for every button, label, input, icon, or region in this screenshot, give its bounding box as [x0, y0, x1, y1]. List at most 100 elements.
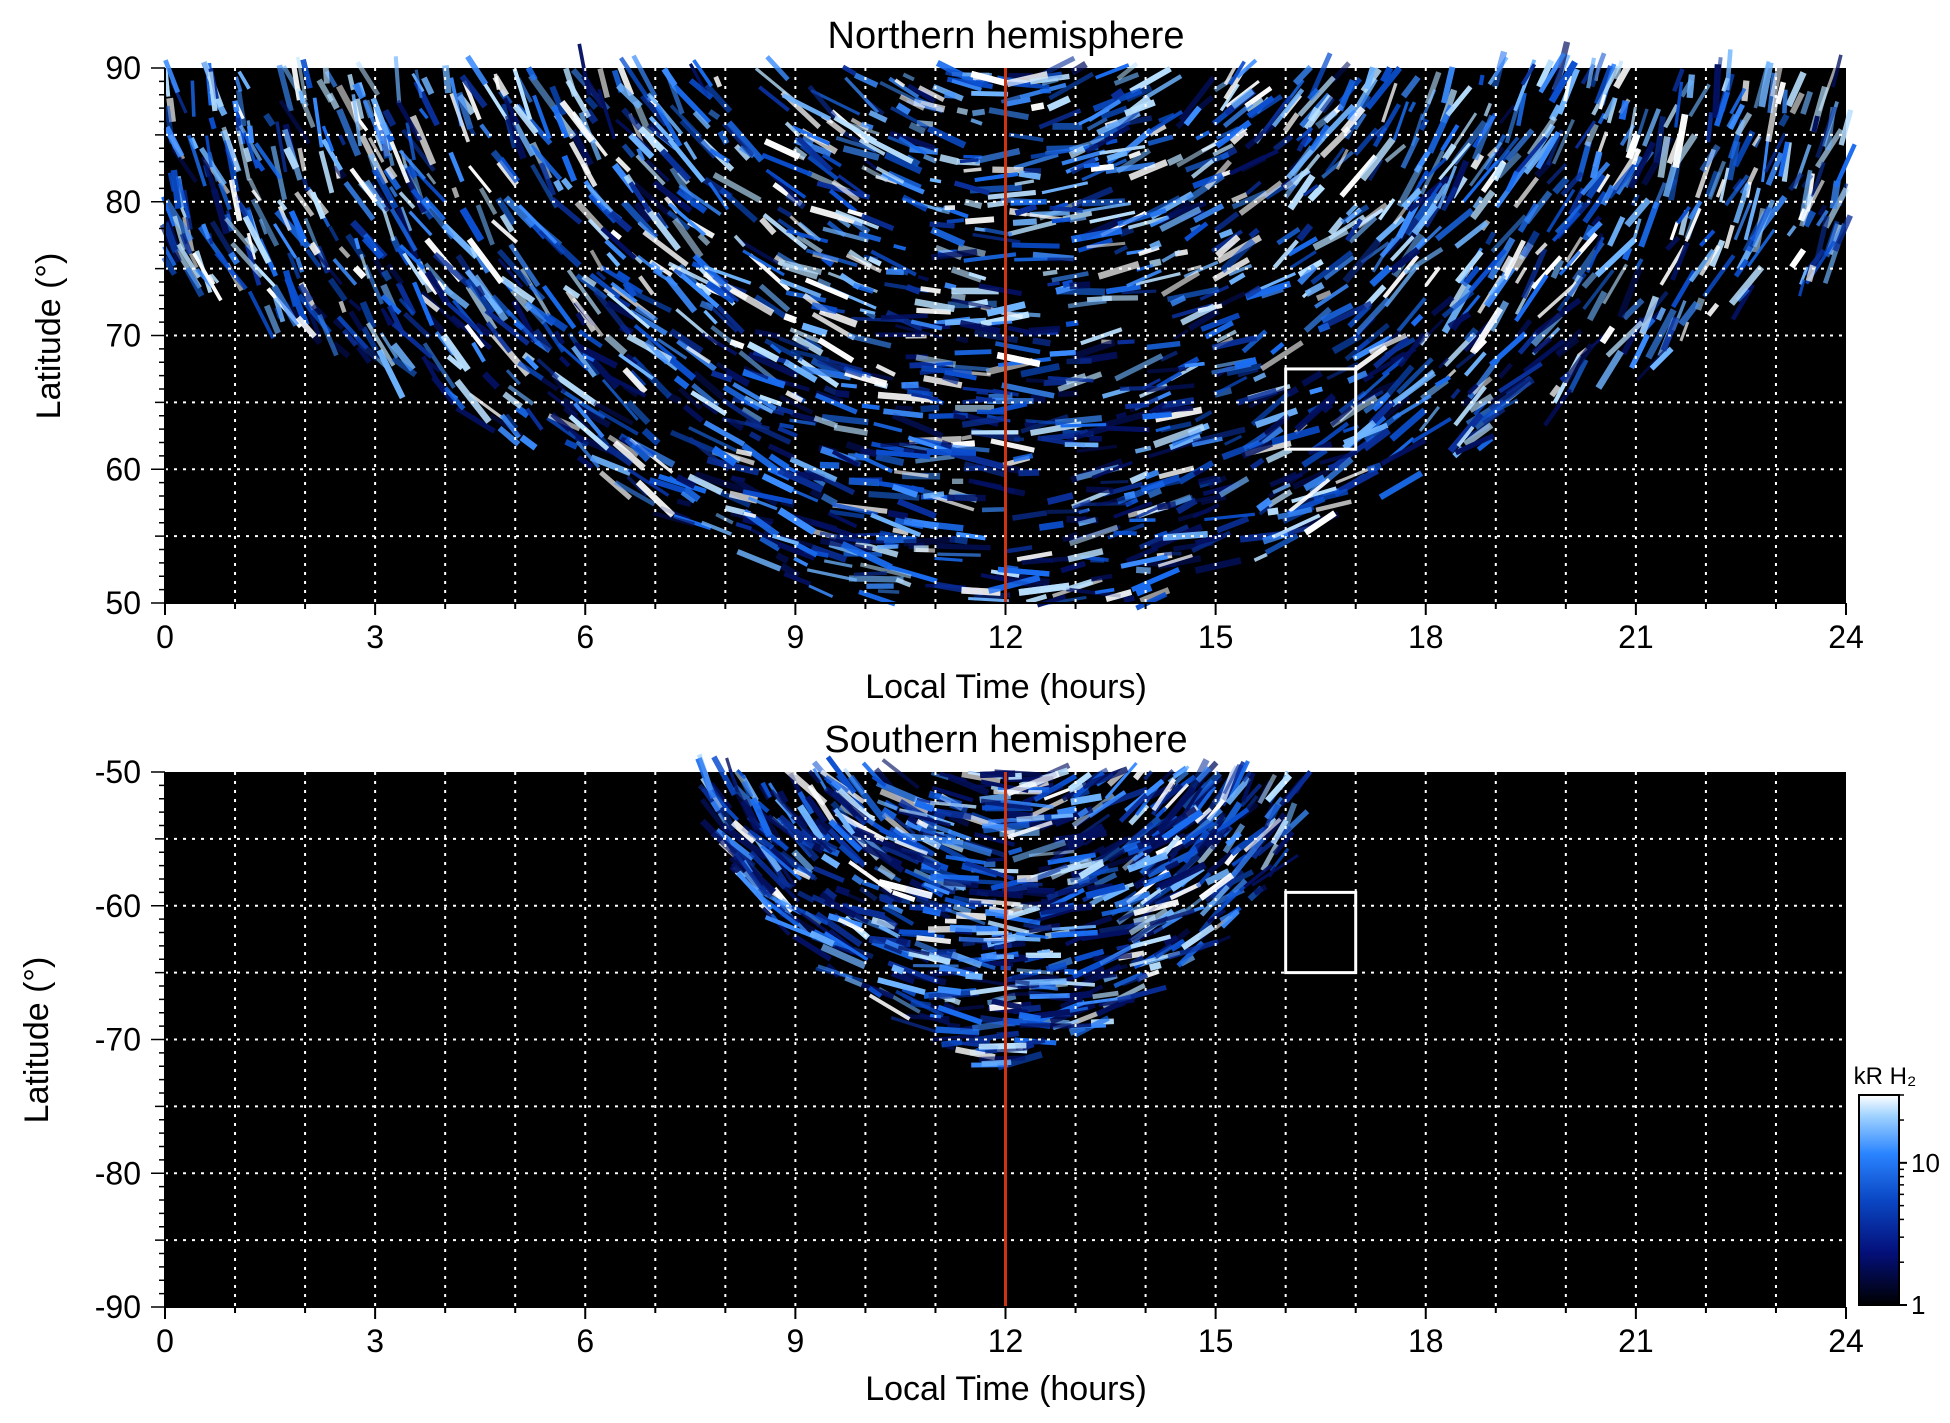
emission-streak: [1195, 766, 1212, 783]
emission-streak: [853, 72, 879, 88]
emission-streak: [224, 217, 257, 255]
emission-streak: [348, 298, 362, 312]
emission-streak: [891, 412, 944, 439]
emission-streak: [981, 823, 1007, 829]
emission-streak: [1106, 149, 1128, 162]
emission-streak: [1319, 103, 1356, 142]
emission-streak: [1090, 557, 1105, 563]
emission-streak: [895, 102, 911, 116]
emission-streak: [1018, 170, 1041, 181]
emission-streak: [1076, 444, 1117, 453]
emission-streak: [1636, 349, 1666, 382]
emission-streak: [1359, 136, 1396, 182]
emission-streak: [1438, 142, 1471, 181]
emission-streak: [1679, 78, 1694, 98]
emission-streak: [914, 298, 956, 313]
emission-streak: [1012, 839, 1067, 863]
colorbar-ticks: 110: [1899, 1094, 1940, 1320]
emission-streak: [736, 769, 747, 780]
emission-streak: [853, 571, 888, 577]
emission-streak: [1589, 52, 1607, 88]
emission-streak: [1115, 411, 1127, 419]
emission-streak: [917, 85, 945, 103]
emission-streak: [179, 206, 187, 218]
emission-streak: [1036, 594, 1067, 608]
emission-streak: [962, 386, 1011, 396]
emission-streak: [614, 480, 656, 507]
emission-streak: [1602, 263, 1628, 305]
emission-streak: [1672, 68, 1685, 93]
emission-streak: [940, 439, 953, 450]
emission-streak: [352, 82, 366, 100]
emission-streak: [634, 305, 659, 323]
emission-streak: [821, 153, 842, 168]
emission-streak: [1159, 206, 1202, 233]
emission-streak: [1448, 112, 1478, 154]
emission-streak: [1345, 203, 1359, 217]
emission-streak: [682, 485, 701, 503]
emission-streak: [711, 755, 738, 797]
emission-streak: [1094, 587, 1115, 595]
emission-streak: [646, 92, 684, 136]
emission-streak: [901, 381, 919, 389]
emission-streak: [1043, 378, 1070, 387]
emission-streak: [1123, 595, 1135, 603]
emission-streak: [820, 943, 867, 970]
emission-streak: [1066, 358, 1092, 365]
emission-streak: [380, 307, 396, 328]
y-axis: -50-60-70-80-90: [95, 754, 166, 1325]
emission-streak: [283, 146, 300, 170]
emission-streak: [1007, 846, 1023, 856]
emission-streak: [505, 369, 521, 386]
emission-streak: [936, 543, 991, 551]
emission-streak: [625, 399, 651, 426]
emission-streak: [974, 226, 986, 232]
emission-streak: [905, 284, 921, 295]
emission-streak: [1047, 281, 1060, 287]
emission-streak: [1388, 246, 1421, 274]
emission-streak: [1514, 274, 1549, 323]
emission-streak: [877, 589, 900, 594]
emission-streak: [1770, 49, 1787, 98]
emission-streak: [595, 270, 607, 281]
emission-streak: [1778, 141, 1790, 177]
colorbar-tick-label: 1: [1911, 1290, 1925, 1320]
emission-streak: [1522, 338, 1566, 374]
emission-streak: [851, 316, 905, 323]
emission-streak: [1242, 432, 1267, 451]
emission-streak: [1631, 148, 1641, 166]
emission-streak: [405, 122, 416, 161]
emission-streak: [1361, 371, 1375, 383]
emission-streak: [864, 135, 914, 165]
emission-streak: [1064, 442, 1099, 448]
emission-streak: [1198, 890, 1236, 934]
emission-streak: [1607, 216, 1626, 247]
emission-streak: [421, 76, 435, 96]
emission-streak: [776, 405, 794, 416]
emission-streak: [1218, 228, 1234, 239]
emission-streak: [922, 835, 942, 850]
emission-streak: [914, 940, 938, 954]
emission-streak: [881, 844, 920, 865]
emission-streak: [597, 67, 610, 99]
emission-streak: [1156, 371, 1183, 389]
highlight-box-rect: [1284, 367, 1358, 451]
emission-streak: [737, 238, 779, 265]
emission-streak: [1582, 269, 1615, 310]
emission-streak: [205, 135, 213, 168]
emission-streak: [1244, 86, 1273, 108]
emission-streak: [634, 443, 656, 458]
emission-streak: [390, 342, 416, 372]
emission-streak: [389, 140, 410, 184]
emission-streak: [1117, 984, 1167, 1003]
emission-streak: [1538, 52, 1566, 94]
emission-streak: [871, 775, 887, 788]
emission-streak: [283, 269, 299, 307]
emission-streak: [1057, 887, 1079, 897]
emission-streak: [979, 770, 1016, 779]
emission-streak: [915, 547, 936, 553]
emission-streak: [633, 324, 677, 361]
emission-streak: [1056, 805, 1078, 817]
emission-streak: [851, 874, 864, 886]
